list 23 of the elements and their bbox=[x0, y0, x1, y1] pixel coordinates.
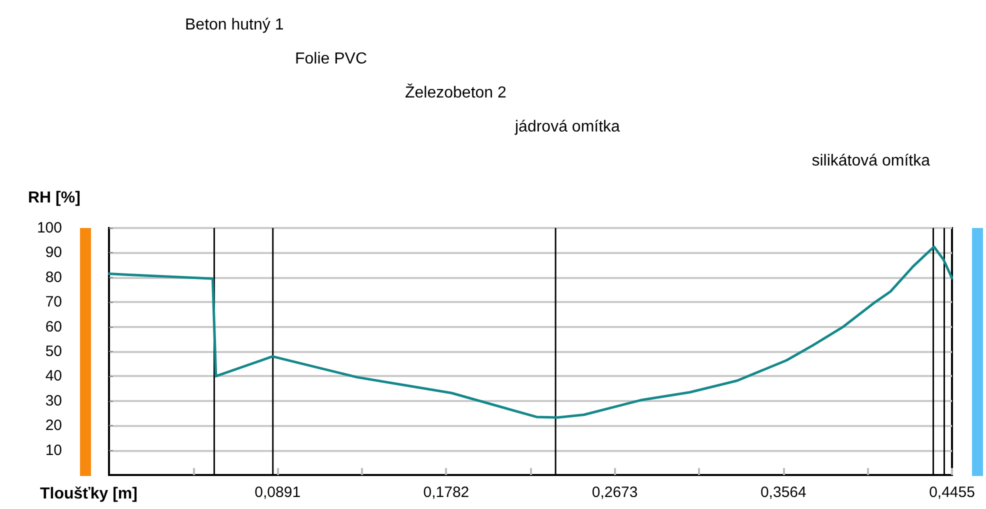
x-axis-title: Tloušťky [m] bbox=[40, 486, 138, 502]
y-tick-label: 60 bbox=[45, 318, 62, 336]
x-tick-label: 0,3564 bbox=[760, 484, 806, 501]
y-tick-label: 70 bbox=[45, 294, 62, 311]
text: Železobeton 2 bbox=[405, 84, 507, 102]
text: silikátová omítka bbox=[812, 152, 930, 170]
y-tick-label: 90 bbox=[45, 244, 62, 262]
text: jádrová omítka bbox=[514, 118, 620, 136]
y-tick-label: 80 bbox=[45, 268, 62, 286]
text: Beton hutný 1 bbox=[185, 16, 284, 34]
x-tick-label: 0,4455 bbox=[929, 484, 975, 501]
y-tick-label: 50 bbox=[45, 343, 62, 360]
x-tick-label: 0,1782 bbox=[423, 484, 470, 501]
y-tick-label: 10 bbox=[45, 442, 62, 459]
y-tick-label: 40 bbox=[45, 368, 62, 385]
y-tick-label: 20 bbox=[45, 417, 62, 434]
x-tick-label: 0,2673 bbox=[592, 484, 638, 501]
line-series bbox=[108, 246, 954, 419]
text: Folie PVC bbox=[295, 50, 368, 68]
y-tick-label: 30 bbox=[45, 392, 62, 410]
y-axis-title: RH [%] bbox=[28, 190, 80, 206]
y-tick-label: 100 bbox=[36, 220, 62, 236]
x-tick-label: 0,0891 bbox=[254, 484, 301, 501]
